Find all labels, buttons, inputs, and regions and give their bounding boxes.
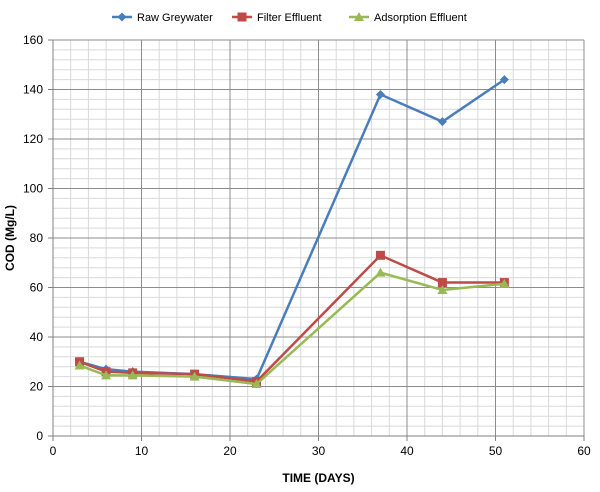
series-line-2	[79, 271, 505, 386]
legend-label: Raw Greywater	[137, 12, 213, 24]
data-point	[437, 278, 447, 288]
data-point	[499, 278, 510, 288]
legend-item-0: Raw Greywater	[112, 12, 213, 24]
y-tick-label: 80	[30, 231, 44, 245]
y-tick-label: 160	[23, 33, 43, 47]
y-tick-label: 60	[30, 281, 44, 295]
y-tick-label: 20	[30, 380, 44, 394]
x-tick-label: 0	[50, 444, 57, 458]
legend-marker	[237, 12, 247, 22]
x-tick-label: 10	[135, 444, 149, 458]
tick-labels: 0 10 20 30 40 50 60 0 20 40 60 80 100 120 140 160	[23, 33, 591, 458]
data-point	[127, 370, 138, 380]
legend-item-1: Filter Effluent	[232, 12, 322, 24]
legend-marker	[354, 12, 364, 21]
axes	[48, 39, 585, 441]
y-tick-label: 140	[23, 83, 43, 97]
y-tick-label: 40	[30, 330, 44, 344]
data-point	[74, 360, 85, 370]
y-tick-label: 120	[23, 132, 43, 146]
legend-label: Filter Effluent	[257, 12, 322, 24]
data-point	[375, 250, 385, 260]
x-tick-label: 40	[400, 444, 414, 458]
data-point	[189, 371, 200, 381]
y-tick-label: 0	[36, 429, 43, 443]
y-axis-title: COD (Mg/L)	[3, 205, 17, 271]
legend-label: Adsorption Effluent	[374, 12, 467, 24]
y-tick-label: 100	[23, 182, 43, 196]
series-2	[74, 267, 510, 389]
series-group	[74, 75, 510, 389]
legend: Raw Greywater Filter Effluent Adsorption E…	[112, 12, 467, 24]
data-point	[251, 379, 262, 389]
x-tick-label: 30	[312, 444, 326, 458]
legend-marker	[117, 12, 127, 22]
data-point	[499, 75, 509, 85]
x-tick-label: 50	[489, 444, 503, 458]
data-point	[375, 267, 386, 277]
data-point	[101, 370, 112, 380]
data-point	[375, 89, 385, 99]
x-axis-title: TIME (DAYS)	[282, 471, 354, 485]
legend-item-2: Adsorption Effluent	[349, 12, 467, 24]
x-tick-label: 60	[577, 444, 591, 458]
data-point	[437, 284, 448, 294]
data-point	[437, 117, 447, 127]
x-tick-label: 20	[223, 444, 237, 458]
